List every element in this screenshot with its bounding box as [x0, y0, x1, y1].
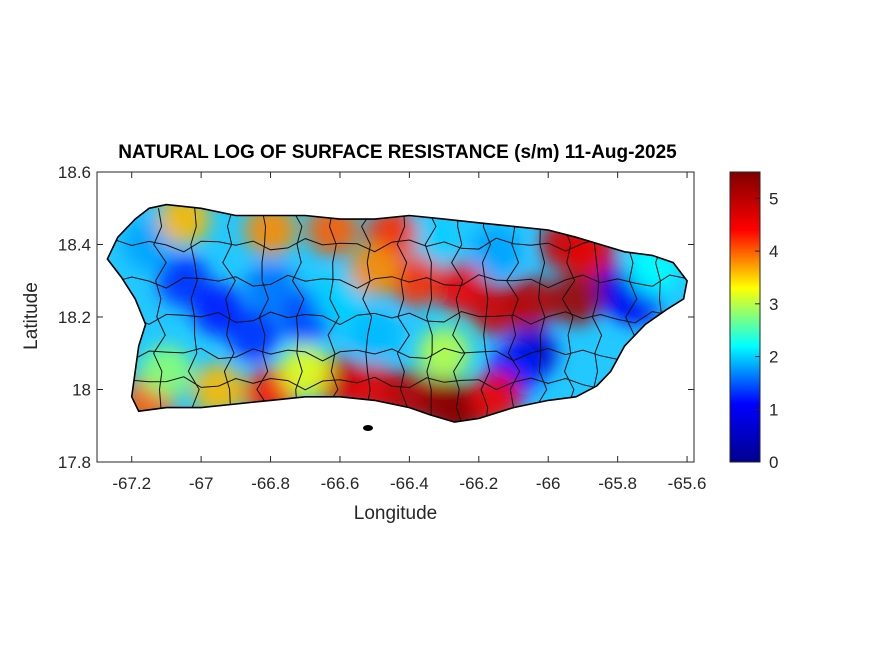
- municipality-boundary: [451, 208, 466, 423]
- chart-title: NATURAL LOG OF SURFACE RESISTANCE (s/m) …: [118, 142, 677, 163]
- colorbar-tick-label: 1: [769, 400, 778, 419]
- y-tick-label: 18.6: [58, 163, 91, 182]
- heat-spot: [549, 272, 602, 325]
- municipality-boundary: [361, 207, 375, 423]
- y-tick-label: 18.4: [58, 236, 91, 255]
- x-tick-label: -66.4: [390, 474, 429, 493]
- heat-spot: [157, 254, 210, 307]
- heat-spot: [140, 345, 193, 398]
- colorbar-tick-label: 0: [769, 453, 778, 472]
- municipality-boundary: [107, 274, 688, 289]
- x-tick-label: -65.6: [668, 474, 707, 493]
- x-tick-label: -67.2: [112, 474, 151, 493]
- y-tick-label: 18: [72, 381, 91, 400]
- y-tick-label: 17.8: [58, 453, 91, 472]
- municipality-boundary: [291, 207, 305, 423]
- x-tick-label: -66: [536, 474, 561, 493]
- municipality-boundary: [107, 347, 688, 362]
- colorbar-tick-label: 2: [769, 348, 778, 367]
- heat-spot: [348, 309, 401, 362]
- y-tick-label: 18.2: [58, 308, 91, 327]
- heat-spot: [227, 309, 280, 362]
- y-axis-ticks: 17.8 18 18.2 18.4 18.6: [58, 163, 694, 472]
- municipality-boundary: [153, 208, 167, 423]
- heatmap-layer: [107, 204, 688, 423]
- x-tick-label: -66.6: [321, 474, 360, 493]
- municipality-boundary: [187, 208, 200, 423]
- municipality-boundary: [325, 208, 340, 423]
- colorbar-tick-label: 4: [769, 242, 778, 261]
- municipality-boundary: [424, 207, 437, 423]
- heat-spot: [192, 363, 245, 416]
- municipality-boundary: [561, 207, 577, 423]
- colorbar-tick-label: 3: [769, 295, 778, 314]
- municipality-boundary: [107, 310, 688, 326]
- heat-spot: [244, 262, 297, 314]
- colorbar-tick-label: 5: [769, 189, 778, 208]
- x-tick-label: -66.2: [459, 474, 498, 493]
- municipality-boundary: [395, 208, 410, 423]
- caja-de-muertos-island: [363, 425, 373, 431]
- x-axis-label: Longitude: [353, 503, 438, 524]
- x-axis-ticks: -67.2 -67 -66.8 -66.6 -66.4 -66.2 -66 -65.8 -65.…: [112, 172, 706, 493]
- x-tick-label: -66.8: [251, 474, 290, 493]
- x-tick-label: -67: [189, 474, 214, 493]
- municipality-boundary: [506, 208, 521, 423]
- colorbar: [729, 171, 761, 463]
- colorbar-ticks: 0 1 2 3 4 5: [755, 189, 778, 472]
- municipality-boundary: [256, 208, 270, 423]
- municipality-boundary: [480, 208, 492, 423]
- island-outline: [106, 203, 688, 423]
- x-tick-label: -65.8: [598, 474, 637, 493]
- heat-spot: [348, 243, 401, 296]
